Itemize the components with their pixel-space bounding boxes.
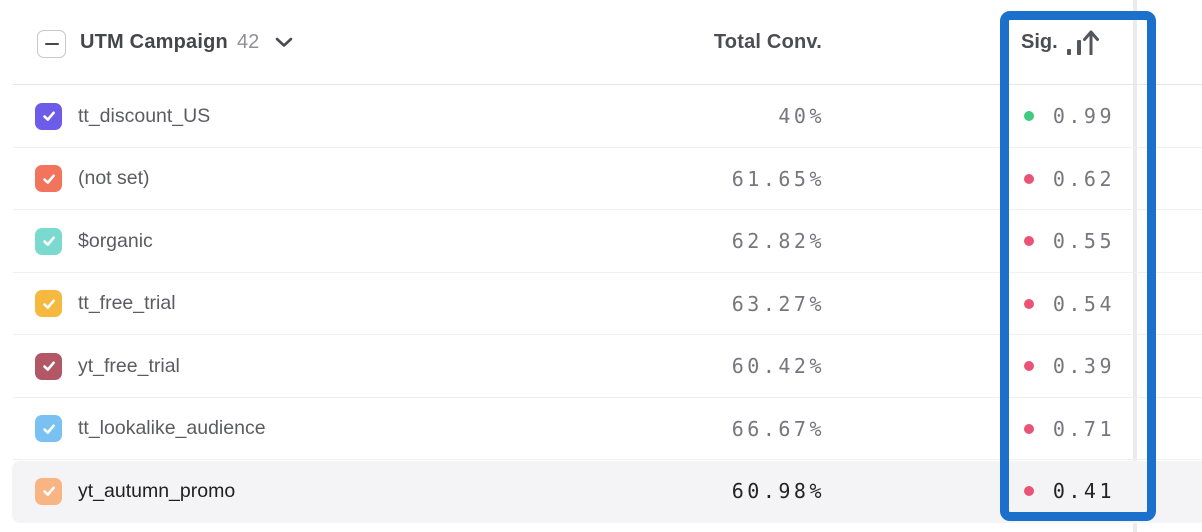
column-title: UTM Campaign bbox=[80, 31, 228, 53]
sig-value: 0.62 bbox=[1052, 166, 1115, 191]
campaign-label: yt_free_trial bbox=[78, 354, 180, 377]
sig-label: Sig. bbox=[1021, 31, 1058, 53]
campaign-label: tt_lookalike_audience bbox=[78, 417, 266, 440]
total-conv-value: 63.27% bbox=[731, 291, 825, 316]
check-icon bbox=[42, 236, 55, 246]
table-row[interactable]: yt_free_trial 60.42% 0.39 bbox=[0, 335, 1202, 398]
table-row[interactable]: tt_discount_US 40% 0.99 bbox=[0, 85, 1202, 148]
total-conv-column-header[interactable]: Total Conv. bbox=[713, 31, 822, 53]
table-row-highlighted[interactable]: yt_autumn_promo 60.98% 0.41 bbox=[0, 460, 1202, 523]
total-conv-value: 60.42% bbox=[731, 354, 825, 379]
campaign-label: (not set) bbox=[78, 167, 150, 190]
campaign-label: $organic bbox=[78, 229, 153, 252]
row-checkbox[interactable] bbox=[35, 290, 62, 317]
campaign-label: yt_autumn_promo bbox=[78, 479, 236, 502]
table-row[interactable]: tt_lookalike_audience 66.67% 0.71 bbox=[0, 398, 1202, 461]
column-separator bbox=[1133, 0, 1137, 532]
minus-icon bbox=[44, 42, 59, 46]
significance-dot bbox=[1024, 423, 1034, 434]
sort-ascending-icon[interactable] bbox=[1066, 29, 1102, 57]
sig-value: 0.41 bbox=[1052, 479, 1115, 504]
sig-value: 0.71 bbox=[1052, 416, 1115, 441]
table-row[interactable]: $organic 62.82% 0.55 bbox=[0, 210, 1202, 273]
check-icon bbox=[42, 174, 55, 184]
check-icon bbox=[42, 111, 55, 121]
sig-value: 0.54 bbox=[1052, 291, 1115, 316]
sig-value: 0.39 bbox=[1052, 354, 1115, 379]
table-row[interactable]: tt_free_trial 63.27% 0.54 bbox=[0, 273, 1202, 336]
campaign-label: tt_free_trial bbox=[78, 292, 176, 315]
check-icon bbox=[42, 361, 55, 371]
row-count: 42 bbox=[236, 31, 260, 53]
sig-value: 0.99 bbox=[1052, 104, 1115, 129]
significance-dot bbox=[1024, 236, 1034, 247]
row-checkbox[interactable] bbox=[35, 227, 62, 255]
check-icon bbox=[42, 486, 55, 496]
total-conv-value: 62.82% bbox=[731, 229, 825, 254]
collapse-group-button[interactable] bbox=[37, 30, 66, 58]
sig-column-header[interactable]: Sig. bbox=[1021, 0, 1102, 85]
check-icon bbox=[42, 424, 55, 434]
table-body: tt_discount_US 40% 0.99 (not set) 61.65%… bbox=[0, 85, 1202, 523]
total-conv-value: 40% bbox=[778, 104, 825, 129]
row-checkbox[interactable] bbox=[35, 165, 62, 192]
campaign-label: tt_discount_US bbox=[78, 104, 211, 127]
group-column-header[interactable]: UTM Campaign 42 bbox=[80, 0, 293, 85]
chevron-down-icon[interactable] bbox=[275, 37, 293, 48]
table-row[interactable]: (not set) 61.65% 0.62 bbox=[0, 148, 1202, 211]
significance-dot bbox=[1024, 111, 1034, 122]
significance-dot bbox=[1024, 486, 1034, 497]
check-icon bbox=[42, 299, 55, 309]
table-header: UTM Campaign 42 Total Conv. Sig. bbox=[0, 0, 1202, 85]
significance-dot bbox=[1024, 298, 1034, 309]
significance-dot bbox=[1024, 361, 1034, 372]
row-checkbox[interactable] bbox=[35, 415, 62, 442]
row-checkbox[interactable] bbox=[35, 102, 62, 130]
total-conv-value: 66.67% bbox=[731, 416, 825, 441]
sig-value: 0.55 bbox=[1052, 229, 1115, 254]
row-checkbox[interactable] bbox=[35, 352, 62, 380]
significance-dot bbox=[1024, 173, 1034, 184]
total-conv-value: 61.65% bbox=[731, 166, 825, 191]
row-checkbox[interactable] bbox=[35, 477, 62, 505]
total-conv-value: 60.98% bbox=[731, 479, 825, 504]
